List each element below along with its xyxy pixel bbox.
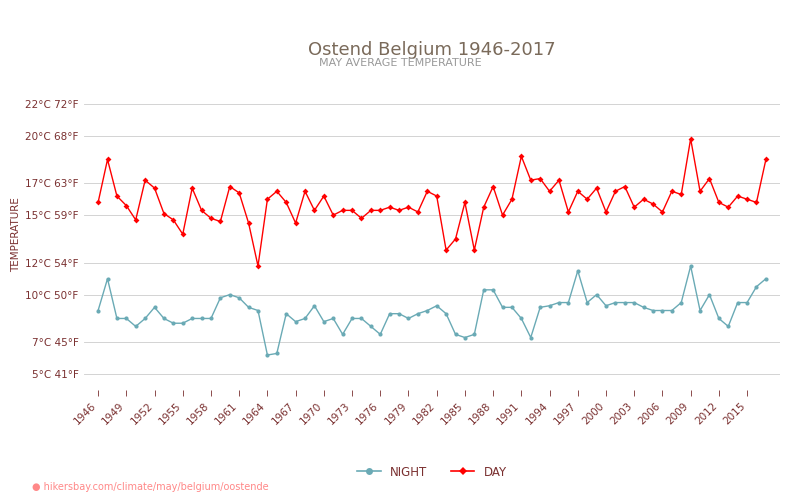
NIGHT [723, 324, 733, 330]
DAY [479, 204, 489, 210]
DAY [94, 200, 103, 205]
DAY [761, 156, 770, 162]
DAY [187, 185, 197, 191]
NIGHT [761, 276, 770, 281]
Text: MAY AVERAGE TEMPERATURE: MAY AVERAGE TEMPERATURE [318, 58, 482, 68]
Y-axis label: TEMPERATURE: TEMPERATURE [10, 198, 21, 272]
Line: NIGHT: NIGHT [96, 264, 768, 357]
NIGHT [262, 352, 272, 358]
DAY [723, 204, 733, 210]
NIGHT [686, 263, 695, 269]
DAY [253, 263, 262, 269]
DAY [554, 177, 564, 183]
DAY [686, 136, 695, 142]
Legend: NIGHT, DAY: NIGHT, DAY [352, 461, 512, 483]
NIGHT [187, 316, 197, 322]
NIGHT [526, 334, 535, 340]
NIGHT [479, 287, 489, 293]
Line: DAY: DAY [96, 136, 768, 268]
DAY [329, 212, 338, 218]
NIGHT [94, 308, 103, 314]
Title: Ostend Belgium 1946-2017: Ostend Belgium 1946-2017 [308, 41, 556, 59]
DAY [526, 177, 535, 183]
Text: ● hikersbay.com/climate/may/belgium/oostende: ● hikersbay.com/climate/may/belgium/oost… [32, 482, 269, 492]
NIGHT [554, 300, 564, 306]
NIGHT [329, 316, 338, 322]
